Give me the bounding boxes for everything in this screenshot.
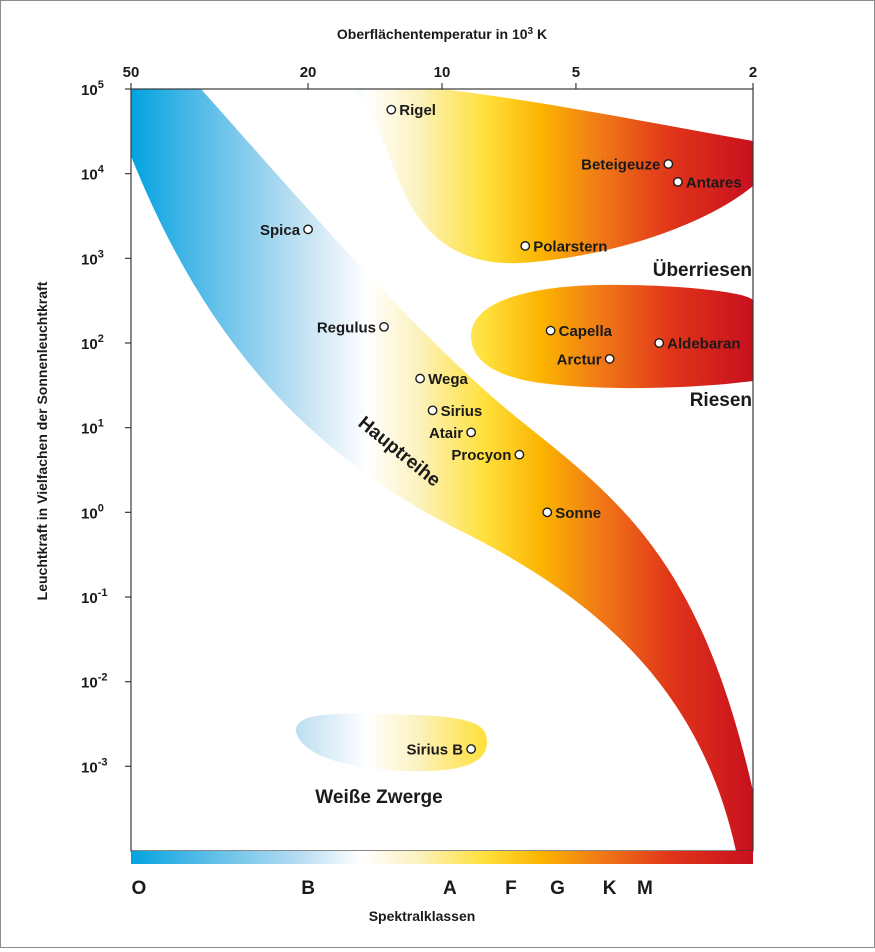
y-tick-label: 101 xyxy=(81,418,104,438)
star-label-spica: Spica xyxy=(260,222,301,239)
spectral-class-label: G xyxy=(550,878,565,899)
region-label-white-dwarfs: Weiße Zwerge xyxy=(315,787,442,808)
main-sequence-band xyxy=(131,89,753,851)
y-tick-label: 104 xyxy=(81,164,105,184)
star-label-antares: Antares xyxy=(686,174,742,191)
star-marker-antares xyxy=(672,176,683,187)
star-label-wega: Wega xyxy=(428,371,468,388)
x-tick-label: 50 xyxy=(123,64,140,81)
star-marker-polarstern xyxy=(520,241,531,251)
y-tick-label: 103 xyxy=(81,248,104,268)
star-marker-sirius-b xyxy=(466,744,477,754)
spectral-class-label: K xyxy=(603,878,617,899)
y-tick-label: 10-2 xyxy=(81,672,107,692)
y-tick-label: 105 xyxy=(81,79,104,99)
star-marker-beteigeuze xyxy=(663,159,674,169)
x-tick-label: 5 xyxy=(572,64,580,81)
spectral-class-label: F xyxy=(505,878,517,899)
y-tick-label: 102 xyxy=(81,333,104,353)
y-tick-label: 10-3 xyxy=(81,756,107,776)
x-axis-title-bottom: Spektralklassen xyxy=(369,908,476,924)
star-marker-arctur xyxy=(604,353,615,364)
star-marker-procyon xyxy=(514,449,525,460)
star-marker-regulus xyxy=(379,321,389,332)
star-label-sirius-b: Sirius B xyxy=(406,742,463,759)
x-tick-label: 10 xyxy=(434,64,451,81)
star-label-atair: Atair xyxy=(429,425,463,442)
y-axis-title: Leuchtkraft in Vielfachen der Sonnenleuc… xyxy=(34,281,50,600)
region-label-giants: Riesen xyxy=(690,390,752,411)
star-marker-aldebaran xyxy=(654,338,665,348)
x-tick-label: 20 xyxy=(300,64,317,81)
star-label-arctur: Arctur xyxy=(557,351,602,368)
spectral-class-label: M xyxy=(637,878,653,899)
spectral-class-label: O xyxy=(131,878,146,899)
star-label-sirius: Sirius xyxy=(441,403,483,420)
x-tick-label: 2 xyxy=(749,64,757,81)
star-label-procyon: Procyon xyxy=(451,447,511,464)
supergiants-region xyxy=(353,89,753,264)
star-marker-sonne xyxy=(542,507,553,518)
star-marker-spica xyxy=(303,224,313,235)
white-dwarfs-region xyxy=(296,713,487,772)
spectral-color-bar xyxy=(131,851,753,864)
y-tick-label: 100 xyxy=(81,502,104,522)
star-label-aldebaran: Aldebaran xyxy=(667,336,740,353)
star-marker-wega xyxy=(415,373,426,384)
star-label-capella: Capella xyxy=(559,323,613,340)
region-label-supergiants: Überriesen xyxy=(653,260,752,281)
star-marker-sirius xyxy=(427,405,438,416)
spectral-class-label: B xyxy=(301,878,315,899)
star-marker-atair xyxy=(466,427,477,438)
star-label-beteigeuze: Beteigeuze xyxy=(581,157,660,174)
star-marker-capella xyxy=(545,325,556,336)
spectral-class-label: A xyxy=(443,878,457,899)
star-label-polarstern: Polarstern xyxy=(533,238,607,255)
giants-region xyxy=(471,284,753,389)
star-marker-rigel xyxy=(386,104,397,115)
star-label-rigel: Rigel xyxy=(399,102,436,119)
star-label-sonne: Sonne xyxy=(555,505,601,522)
x-axis-title-top: Oberflächentemperatur in 103 K xyxy=(337,26,547,43)
star-label-regulus: Regulus xyxy=(317,319,376,336)
y-tick-label: 10-1 xyxy=(81,587,107,607)
